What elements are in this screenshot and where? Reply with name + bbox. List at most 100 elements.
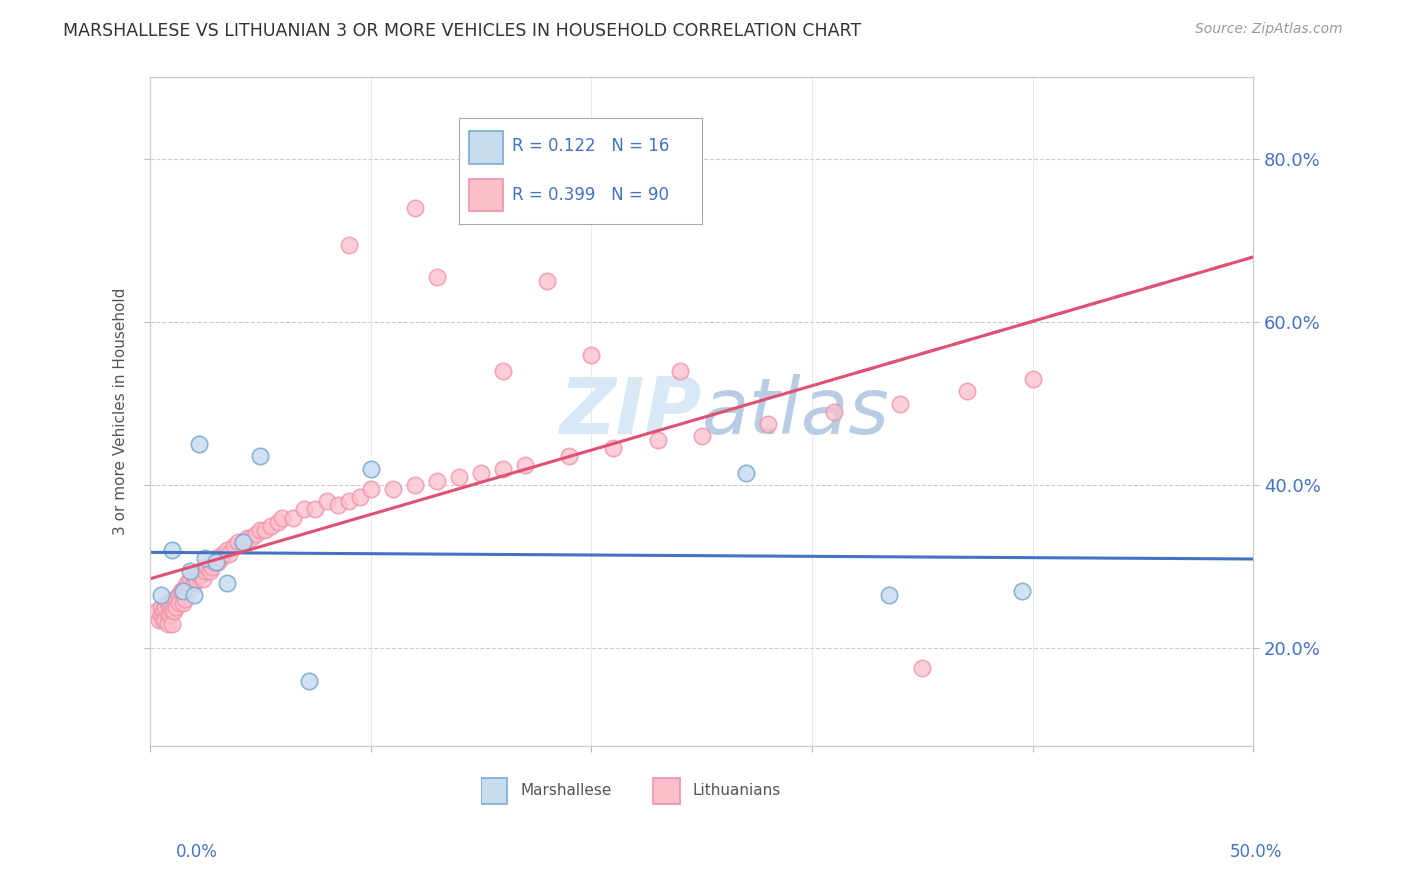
Point	[426, 474, 449, 488]
Point	[823, 404, 845, 418]
Point	[194, 564, 217, 578]
Point	[381, 482, 404, 496]
Point	[201, 559, 224, 574]
Point	[205, 556, 228, 570]
Point	[156, 616, 179, 631]
Point	[209, 551, 232, 566]
Point	[404, 201, 426, 215]
Text: Source: ZipAtlas.com: Source: ZipAtlas.com	[1195, 22, 1343, 37]
Point	[304, 502, 326, 516]
Point	[165, 600, 187, 615]
Point	[194, 551, 217, 566]
Point	[232, 535, 254, 549]
Text: 50.0%: 50.0%	[1230, 843, 1282, 861]
Point	[267, 515, 290, 529]
Point	[198, 564, 221, 578]
Point	[205, 551, 228, 566]
Point	[911, 661, 934, 675]
Point	[283, 510, 305, 524]
Point	[877, 588, 900, 602]
Point	[159, 600, 181, 615]
Point	[360, 482, 382, 496]
Point	[211, 547, 233, 561]
Point	[152, 604, 174, 618]
Point	[163, 604, 186, 618]
Point	[174, 592, 197, 607]
Text: 0.0%: 0.0%	[176, 843, 218, 861]
Point	[315, 494, 337, 508]
Point	[160, 543, 183, 558]
Point	[226, 535, 249, 549]
Point	[183, 588, 205, 602]
Point	[349, 490, 371, 504]
Point	[179, 572, 201, 586]
Point	[191, 572, 214, 586]
Point	[404, 478, 426, 492]
Point	[155, 600, 177, 615]
Point	[294, 502, 316, 516]
Point	[298, 673, 321, 688]
Point	[163, 592, 186, 607]
Point	[260, 518, 283, 533]
Text: MARSHALLESE VS LITHUANIAN 3 OR MORE VEHICLES IN HOUSEHOLD CORRELATION CHART: MARSHALLESE VS LITHUANIAN 3 OR MORE VEHI…	[63, 22, 862, 40]
Point	[337, 237, 360, 252]
Point	[172, 584, 194, 599]
Point	[187, 437, 209, 451]
Y-axis label: 3 or more Vehicles in Household: 3 or more Vehicles in Household	[114, 288, 128, 535]
Point	[1011, 584, 1033, 599]
Point	[889, 396, 911, 410]
Point	[156, 608, 179, 623]
Text: ZIP: ZIP	[560, 374, 702, 450]
Point	[155, 613, 177, 627]
Point	[1022, 372, 1045, 386]
Point	[326, 499, 349, 513]
Point	[176, 575, 198, 590]
Text: atlas: atlas	[702, 374, 890, 450]
Point	[581, 348, 603, 362]
Point	[180, 580, 202, 594]
Point	[187, 567, 209, 582]
Point	[186, 572, 208, 586]
Point	[236, 531, 259, 545]
Point	[558, 450, 581, 464]
Point	[492, 461, 515, 475]
Point	[249, 450, 271, 464]
Point	[668, 364, 690, 378]
Point	[217, 575, 239, 590]
Point	[202, 556, 225, 570]
Point	[536, 274, 558, 288]
Point	[756, 417, 779, 431]
Point	[690, 429, 713, 443]
Point	[148, 613, 170, 627]
Point	[513, 458, 536, 472]
Point	[195, 559, 218, 574]
Point	[160, 616, 183, 631]
Point	[249, 523, 271, 537]
Point	[172, 584, 194, 599]
Point	[160, 604, 183, 618]
Point	[271, 510, 294, 524]
Point	[647, 433, 669, 447]
Point	[253, 523, 276, 537]
Point	[183, 575, 205, 590]
Point	[149, 608, 172, 623]
Point	[222, 539, 245, 553]
Point	[179, 564, 201, 578]
Point	[734, 466, 756, 480]
Point	[447, 470, 470, 484]
Point	[145, 604, 167, 618]
Point	[955, 384, 977, 399]
Point	[602, 442, 624, 456]
Point	[152, 613, 174, 627]
Point	[492, 364, 515, 378]
Point	[240, 531, 263, 545]
Point	[337, 494, 360, 508]
Point	[190, 567, 212, 582]
Point	[170, 584, 193, 599]
Point	[174, 580, 197, 594]
Point	[232, 535, 254, 549]
Point	[207, 556, 229, 570]
Point	[167, 588, 190, 602]
Point	[172, 596, 194, 610]
Point	[149, 588, 172, 602]
